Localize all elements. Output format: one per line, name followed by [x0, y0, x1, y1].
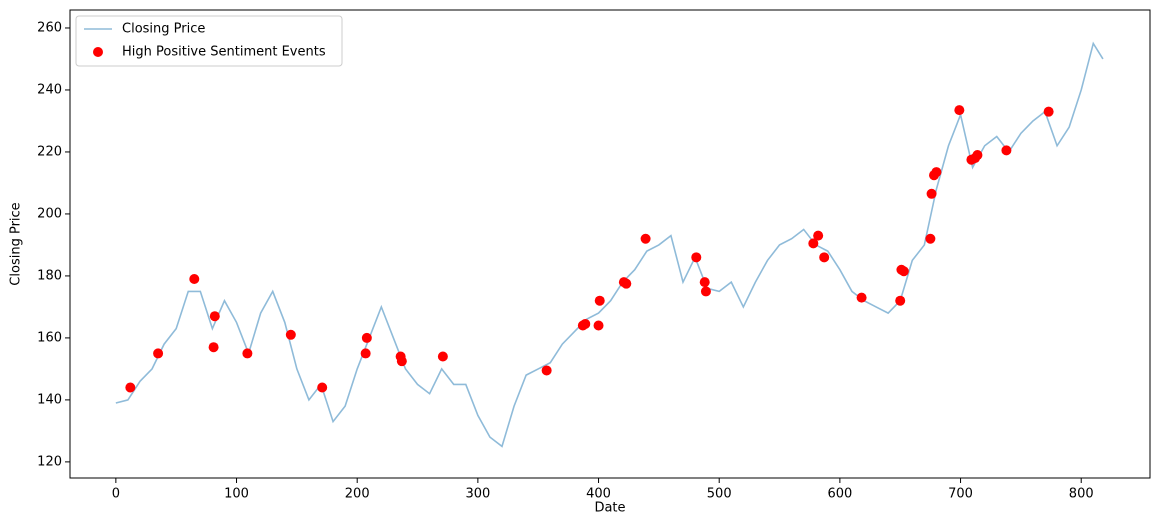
y-tick-label: 260 — [37, 20, 62, 35]
legend-marker — [93, 47, 103, 57]
event-point — [925, 233, 936, 244]
y-tick-label: 140 — [37, 392, 62, 407]
event-point — [926, 188, 937, 199]
event-point — [898, 266, 909, 277]
event-point — [209, 311, 220, 322]
plot-frame — [69, 9, 1151, 479]
event-point — [396, 356, 407, 367]
event-point — [808, 238, 819, 249]
event-point — [317, 382, 328, 393]
y-axis-label: Closing Price — [9, 202, 24, 285]
event-point — [242, 348, 253, 359]
legend-label: Closing Price — [122, 22, 205, 37]
event-point — [594, 295, 605, 306]
event-point — [125, 382, 136, 393]
event-point — [856, 292, 867, 303]
x-tick-label: 100 — [224, 487, 249, 502]
event-point — [1043, 106, 1054, 117]
x-axis-label: Date — [594, 501, 625, 516]
event-point — [153, 348, 164, 359]
event-point — [593, 320, 604, 331]
event-point — [640, 233, 651, 244]
event-point — [700, 286, 711, 297]
y-tick-label: 200 — [37, 206, 62, 221]
x-tick-label: 600 — [827, 487, 852, 502]
price-line — [115, 41, 1104, 448]
y-tick-label: 120 — [37, 454, 62, 469]
event-point — [361, 332, 372, 343]
y-tick-label: 240 — [37, 82, 62, 97]
event-point — [819, 252, 830, 263]
event-point — [285, 329, 296, 340]
legend-box — [75, 15, 343, 67]
y-tick-label: 220 — [37, 144, 62, 159]
event-point — [1001, 145, 1012, 156]
event-point — [580, 318, 591, 329]
event-point — [972, 150, 983, 161]
x-tick-label: 500 — [707, 487, 732, 502]
event-point — [931, 167, 942, 178]
event-point — [208, 342, 219, 353]
event-point — [895, 295, 906, 306]
y-tick-label: 160 — [37, 330, 62, 345]
event-point — [699, 277, 710, 288]
event-point — [437, 351, 448, 362]
event-point — [954, 105, 965, 116]
x-tick-label: 400 — [586, 487, 611, 502]
x-tick-label: 0 — [112, 487, 120, 502]
legend-label: High Positive Sentiment Events — [122, 45, 326, 60]
y-tick-label: 180 — [37, 268, 62, 283]
x-tick-label: 200 — [345, 487, 370, 502]
x-tick-label: 800 — [1069, 487, 1094, 502]
event-point — [360, 348, 371, 359]
event-point — [541, 365, 552, 376]
x-tick-label: 300 — [465, 487, 490, 502]
event-point — [189, 274, 200, 285]
event-point — [813, 230, 824, 241]
event-point — [621, 278, 632, 289]
event-point — [691, 252, 702, 263]
x-tick-label: 700 — [948, 487, 973, 502]
